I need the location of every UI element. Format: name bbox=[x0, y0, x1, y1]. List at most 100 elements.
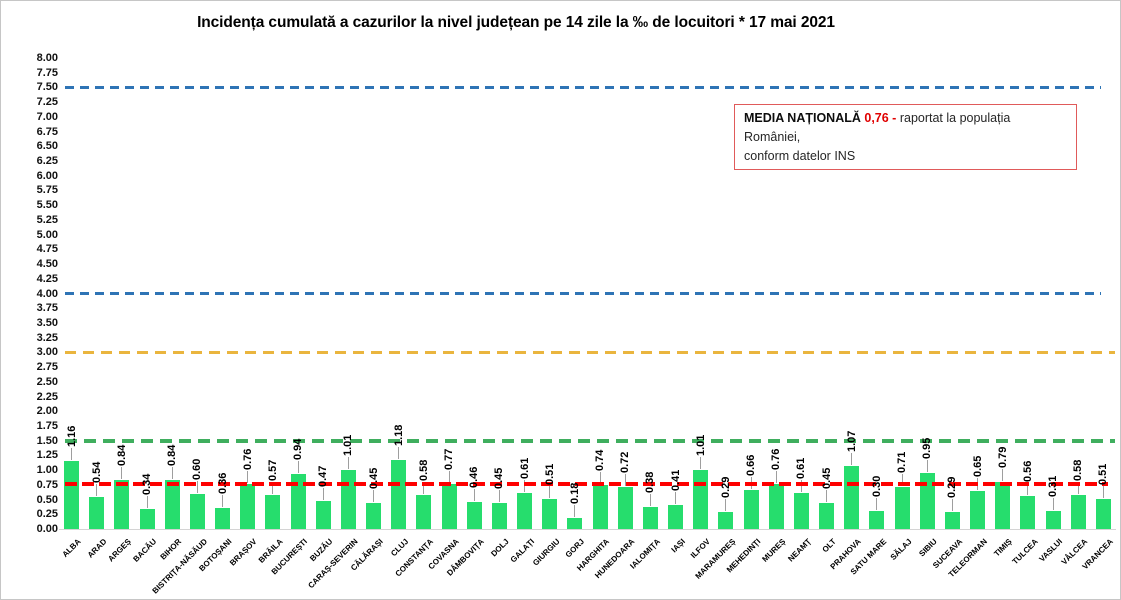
reference-line-threshold-1-50 bbox=[65, 438, 1115, 443]
reference-line-national-average bbox=[65, 482, 1108, 487]
y-axis-tick-label: 4.75 bbox=[36, 243, 58, 256]
x-axis-category-label: TULCEA bbox=[1010, 537, 1040, 567]
y-axis-tick-label: 5.50 bbox=[36, 199, 58, 212]
bar-value-label: 0.30 bbox=[870, 475, 883, 498]
bar-leader-line bbox=[1077, 481, 1079, 494]
bar-value-label: 0.51 bbox=[543, 463, 556, 485]
national-average-callout: MEDIA NAȚIONALĂ 0,76 - raportat la popul… bbox=[734, 104, 1077, 171]
bar-leader-line bbox=[222, 494, 224, 507]
bar-leader-line bbox=[121, 466, 123, 479]
y-axis-tick-label: 2.50 bbox=[36, 375, 58, 388]
bar-leader-line bbox=[272, 482, 274, 495]
y-axis-tick-label: 4.25 bbox=[36, 272, 58, 285]
bar-leader-line bbox=[951, 498, 953, 511]
x-axis-category-label: BRAȘOV bbox=[228, 537, 260, 568]
bar-value-label: 0.61 bbox=[518, 457, 531, 480]
bar bbox=[793, 493, 809, 529]
bar-value-label: 1.16 bbox=[65, 425, 78, 447]
bar-leader-line bbox=[926, 460, 928, 473]
y-axis-tick-label: 6.00 bbox=[36, 169, 58, 182]
bar bbox=[391, 459, 407, 529]
x-axis-category-label: MUREȘ bbox=[760, 537, 788, 564]
bar-value-label: 0.71 bbox=[896, 451, 909, 474]
y-axis-tick-label: 1.75 bbox=[36, 419, 58, 432]
bar bbox=[970, 490, 986, 529]
bar-leader-line bbox=[775, 471, 777, 484]
bar-value-label: 0.61 bbox=[795, 457, 808, 480]
y-axis-tick-label: 1.00 bbox=[36, 464, 58, 477]
bar-leader-line bbox=[1052, 497, 1054, 510]
bar-leader-line bbox=[876, 498, 878, 511]
bar-leader-line bbox=[96, 484, 98, 497]
bar bbox=[668, 504, 684, 529]
bar-value-label: 0.36 bbox=[216, 472, 229, 494]
y-axis-tick-label: 4.50 bbox=[36, 258, 58, 271]
y-axis-tick-label: 7.50 bbox=[36, 81, 58, 94]
bar bbox=[491, 502, 507, 529]
x-axis-category-label: NEAMȚ bbox=[786, 537, 813, 564]
bar bbox=[642, 506, 658, 529]
bar-leader-line bbox=[247, 471, 249, 484]
bar-leader-line bbox=[448, 470, 450, 483]
bar-leader-line bbox=[473, 488, 475, 501]
bar bbox=[768, 484, 784, 529]
bar-leader-line bbox=[322, 488, 324, 501]
bar bbox=[466, 501, 482, 529]
chart-title: Incidența cumulată a cazurilor la nivel … bbox=[197, 14, 835, 31]
bar-leader-line bbox=[826, 489, 828, 502]
bar-leader-line bbox=[398, 446, 400, 459]
bar-leader-line bbox=[574, 505, 576, 518]
bar-value-label: 0.79 bbox=[996, 447, 1009, 469]
y-axis-tick-label: 4.00 bbox=[36, 287, 58, 300]
national-average-text-line1: raportat la populația României, bbox=[744, 111, 1011, 144]
bar-leader-line bbox=[347, 456, 349, 469]
y-axis-tick-label: 7.25 bbox=[36, 96, 58, 109]
bar-leader-line bbox=[1102, 485, 1104, 498]
bar-value-label: 0.54 bbox=[90, 461, 103, 484]
bar-leader-line bbox=[373, 489, 375, 502]
bar bbox=[139, 508, 155, 529]
bar-leader-line bbox=[71, 447, 72, 460]
bar bbox=[441, 483, 457, 529]
bar bbox=[215, 507, 231, 529]
bar-value-label: 0.29 bbox=[946, 476, 959, 498]
reference-line-threshold-4-00 bbox=[65, 292, 1101, 295]
bar-value-label: 0.18 bbox=[568, 482, 581, 505]
bar bbox=[542, 498, 558, 529]
y-axis-tick-label: 3.75 bbox=[36, 302, 58, 315]
bar-leader-line bbox=[725, 498, 727, 511]
bar-leader-line bbox=[498, 489, 500, 502]
bar-value-label: 1.01 bbox=[694, 434, 707, 456]
bar-value-label: 0.57 bbox=[266, 460, 279, 482]
bar bbox=[64, 460, 79, 529]
bar-value-label: 0.46 bbox=[468, 466, 481, 488]
x-axis-category-label: ARAD bbox=[85, 537, 109, 560]
bar-value-label: 0.31 bbox=[1047, 475, 1060, 497]
bar-value-label: 0.65 bbox=[971, 455, 984, 477]
y-axis-tick-label: 5.00 bbox=[36, 228, 58, 241]
bar-value-label: 0.76 bbox=[770, 448, 783, 471]
x-axis-category-label: IAȘI bbox=[669, 537, 687, 555]
bar bbox=[944, 511, 960, 529]
bar-leader-line bbox=[196, 480, 198, 493]
y-axis-tick-label: 8.00 bbox=[36, 52, 58, 64]
x-axis-category-label: GORJ bbox=[563, 537, 587, 560]
bar bbox=[290, 473, 306, 529]
bar-value-label: 0.74 bbox=[594, 450, 607, 472]
bar bbox=[869, 511, 885, 529]
bar-value-label: 1.07 bbox=[845, 430, 858, 452]
bar bbox=[89, 497, 105, 529]
bar-value-label: 0.60 bbox=[191, 458, 204, 480]
bar-value-label: 0.77 bbox=[443, 448, 456, 470]
bar-value-label: 0.38 bbox=[644, 471, 657, 493]
bar-value-label: 0.45 bbox=[820, 467, 833, 489]
bar bbox=[366, 502, 382, 529]
bar-leader-line bbox=[649, 493, 651, 506]
x-axis-category-label: BACĂU bbox=[131, 537, 159, 564]
y-axis-tick-label: 2.00 bbox=[36, 405, 58, 418]
bar-value-label: 0.84 bbox=[115, 444, 128, 466]
bar-value-label: 0.66 bbox=[745, 454, 758, 477]
x-axis-category-label: CLUJ bbox=[388, 537, 411, 559]
x-axis-category-label: OLT bbox=[820, 537, 838, 555]
